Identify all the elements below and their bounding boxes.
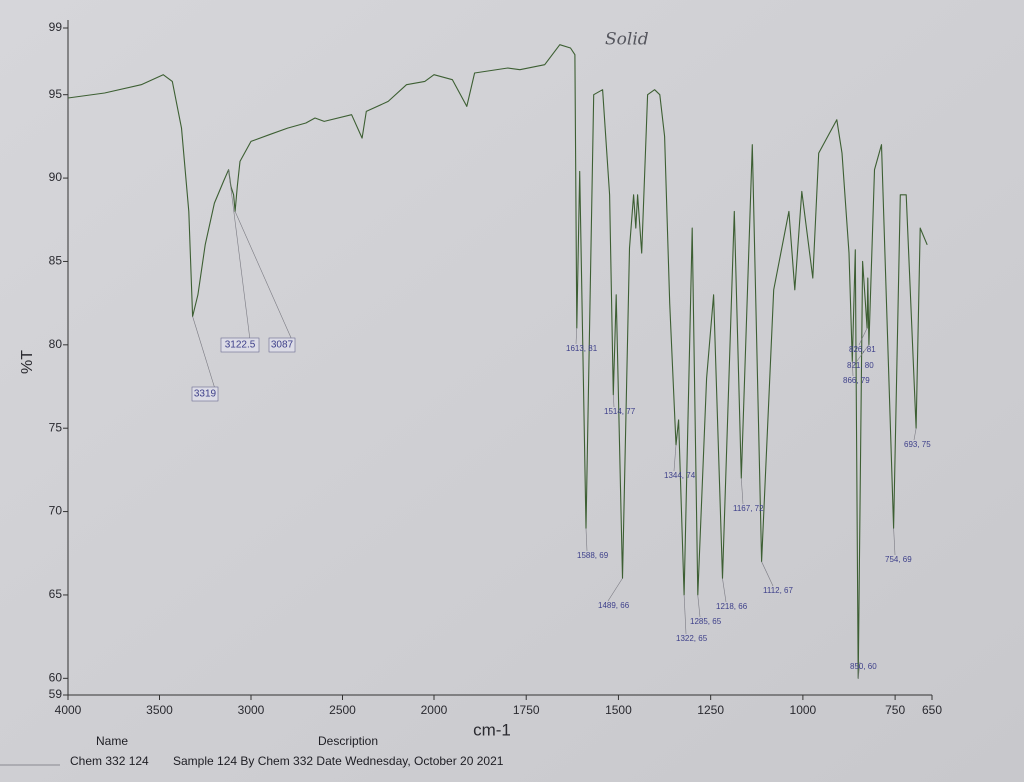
peak-leader xyxy=(893,528,896,556)
peak-leader xyxy=(612,394,615,408)
peak-box xyxy=(268,337,296,353)
peak-box xyxy=(220,337,260,353)
peak-label: 866, 79 xyxy=(843,376,870,385)
peak-label: 1588, 69 xyxy=(577,551,609,560)
y-axis-label: %T xyxy=(19,350,36,374)
x-tick-label: 3000 xyxy=(238,703,265,717)
peak-label: 1613, 81 xyxy=(566,344,598,353)
peak-label: 3122.5 xyxy=(225,340,256,351)
peak-label: 826, 81 xyxy=(849,345,876,354)
y-tick-label: 75 xyxy=(49,420,63,434)
x-tick-label: 650 xyxy=(922,703,942,717)
y-tick-label: 90 xyxy=(49,170,63,184)
sample-description: Sample 124 By Chem 332 Date Wednesday, O… xyxy=(173,754,504,768)
peak-box xyxy=(191,386,219,402)
peak-leader xyxy=(683,594,687,635)
x-tick-label: 750 xyxy=(885,703,905,717)
name-header: Name xyxy=(96,734,128,748)
spectrum-line xyxy=(67,44,928,679)
peak-label: 850, 60 xyxy=(850,662,877,671)
y-tick-label: 99 xyxy=(49,20,63,34)
peak-leader xyxy=(722,578,727,603)
x-axis-label: cm-1 xyxy=(473,720,511,739)
peak-label: 693, 75 xyxy=(904,440,931,449)
peak-leader xyxy=(856,344,870,362)
peak-leader xyxy=(585,528,588,552)
x-tick-label: 1750 xyxy=(513,703,540,717)
peak-leader xyxy=(913,428,917,441)
peak-label: 1344, 74 xyxy=(664,471,696,480)
x-tick-label: 2500 xyxy=(329,703,356,717)
peak-leader xyxy=(697,594,701,618)
x-tick-label: 1000 xyxy=(790,703,817,717)
peak-label: 1167, 72 xyxy=(733,504,764,513)
peak-leader xyxy=(673,444,677,472)
x-tick-label: 2000 xyxy=(421,703,448,717)
peak-label: 3087 xyxy=(271,340,294,351)
peak-label: 1322, 65 xyxy=(676,634,708,643)
y-tick-label: 95 xyxy=(49,87,63,101)
peak-leader xyxy=(858,328,868,346)
sample-name: Chem 332 124 xyxy=(70,754,149,768)
peak-leader xyxy=(852,361,854,377)
peak-label: 754, 69 xyxy=(885,555,912,564)
peak-leader xyxy=(234,211,293,341)
peak-leader xyxy=(575,328,578,345)
description-header: Description xyxy=(318,734,378,748)
peak-label: 1489, 66 xyxy=(598,601,630,610)
y-tick-label: 59 xyxy=(49,687,63,701)
peak-leader xyxy=(192,316,216,390)
y-tick-label: 65 xyxy=(49,587,63,601)
y-tick-label: 60 xyxy=(49,670,63,684)
peak-label: 1218, 66 xyxy=(716,602,748,611)
peak-leader xyxy=(740,478,744,505)
x-tick-label: 1500 xyxy=(605,703,632,717)
peak-label: 1112, 67 xyxy=(763,586,794,595)
peak-label: 821, 80 xyxy=(847,361,874,370)
x-tick-label: 4000 xyxy=(55,703,82,717)
y-tick-label: 85 xyxy=(49,254,63,268)
x-tick-label: 3500 xyxy=(146,703,173,717)
peak-label: 3319 xyxy=(194,389,217,400)
peak-leader xyxy=(228,169,251,341)
peak-leader xyxy=(607,578,623,602)
peak-label: 1514, 77 xyxy=(604,407,636,416)
peak-leader xyxy=(761,561,774,587)
y-tick-label: 80 xyxy=(49,337,63,351)
x-tick-label: 1250 xyxy=(697,703,724,717)
handwritten-note: Solid xyxy=(605,30,649,50)
y-tick-label: 70 xyxy=(49,504,63,518)
peak-leader xyxy=(857,661,861,679)
peak-label: 1285, 65 xyxy=(690,617,722,626)
